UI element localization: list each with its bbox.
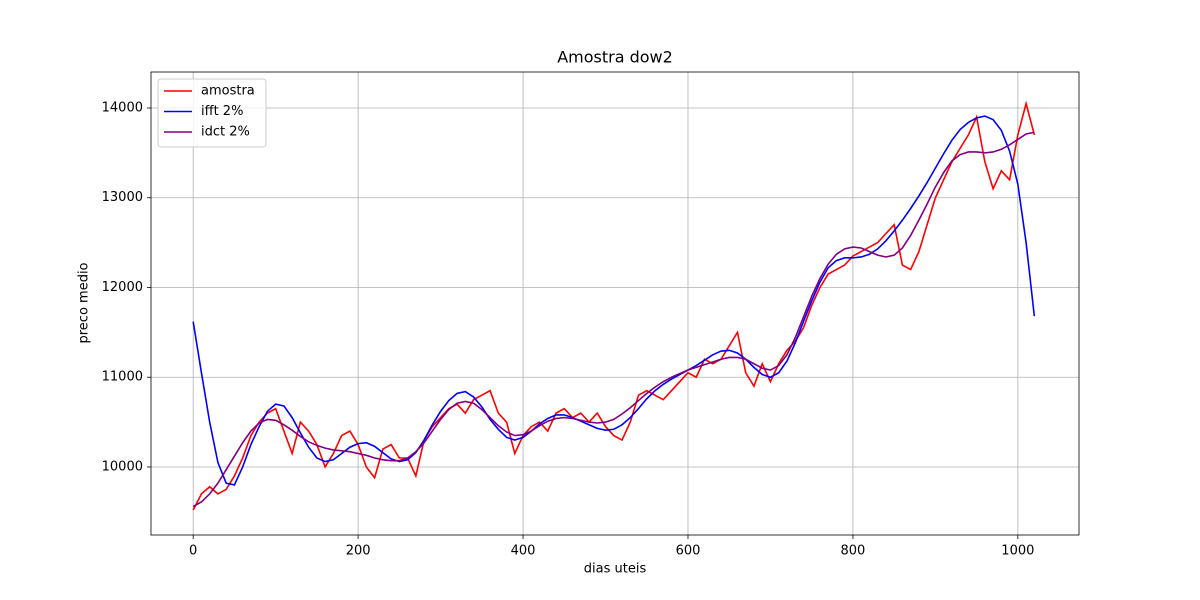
x-tick-label: 800	[841, 544, 866, 559]
x-tick-label: 400	[511, 544, 536, 559]
x-tick-label: 1000	[1001, 544, 1034, 559]
y-tick-label: 13000	[102, 190, 143, 205]
legend-box	[157, 78, 267, 148]
legend-label: idct 2%	[201, 125, 250, 140]
axes-frame	[150, 71, 1080, 536]
legend-label: ifft 2%	[201, 104, 243, 119]
y-tick-label: 11000	[102, 370, 143, 385]
data-line	[192, 115, 1036, 486]
y-tick-label: 12000	[102, 280, 143, 295]
x-tick-label: 0	[189, 544, 197, 559]
data-line	[192, 131, 1035, 508]
x-axis-label: dias uteis	[584, 562, 647, 577]
y-tick-label: 10000	[102, 459, 143, 474]
data-line	[192, 100, 1036, 511]
x-tick-label: 200	[346, 544, 371, 559]
chart-title: Amostra dow2	[557, 48, 673, 67]
legend-label: amostra	[201, 84, 255, 99]
y-axis-label: preco medio	[77, 262, 92, 343]
x-tick-label: 600	[676, 544, 701, 559]
legend: amostra ifft 2% idct 2%	[157, 78, 267, 148]
y-tick-label: 14000	[102, 100, 143, 115]
